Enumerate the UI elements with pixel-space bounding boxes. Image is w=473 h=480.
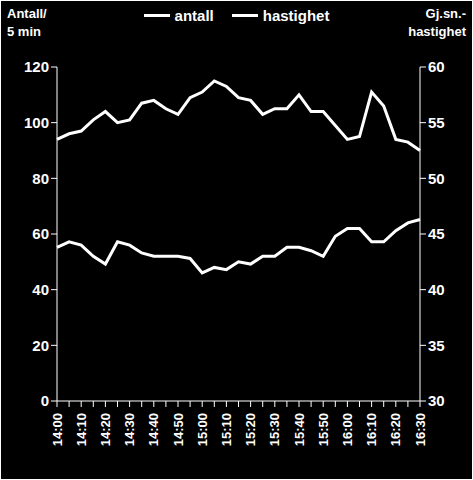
svg-text:20: 20: [32, 337, 49, 354]
svg-text:80: 80: [32, 170, 49, 187]
svg-text:30: 30: [428, 392, 445, 409]
svg-text:15:50: 15:50: [316, 413, 331, 446]
svg-text:14:40: 14:40: [146, 413, 161, 446]
html-text:Gj.sn.- hastighet: Gj.sn.- hastighet: [408, 6, 466, 39]
svg-text:15:30: 15:30: [267, 413, 282, 446]
svg-text:35: 35: [428, 337, 445, 354]
svg-text:16:00: 16:00: [340, 413, 355, 446]
html-text:antall: antall: [174, 7, 214, 24]
svg-text:100: 100: [24, 114, 49, 131]
svg-text:14:10: 14:10: [74, 413, 89, 446]
svg-text:14:00: 14:00: [50, 413, 65, 446]
svg-text:14:30: 14:30: [122, 413, 137, 446]
svg-text:15:10: 15:10: [219, 413, 234, 446]
html-text:hastighet: hastighet: [262, 7, 330, 24]
svg-text:14:20: 14:20: [98, 413, 113, 446]
svg-text:60: 60: [428, 58, 445, 75]
svg-text:60: 60: [32, 225, 49, 242]
svg-text:16:20: 16:20: [388, 413, 403, 446]
svg-text:15:40: 15:40: [292, 413, 307, 446]
svg-text:0: 0: [41, 392, 49, 409]
svg-text:15:20: 15:20: [243, 413, 258, 446]
svg-text:16:30: 16:30: [413, 413, 428, 446]
svg-text:50: 50: [428, 170, 445, 187]
svg-text:120: 120: [24, 58, 49, 75]
svg-text:14:50: 14:50: [171, 413, 186, 446]
svg-text:40: 40: [428, 281, 445, 298]
svg-text:40: 40: [32, 281, 49, 298]
html-text:Antall/ 5 min: Antall/ 5 min: [7, 6, 47, 39]
svg-text:15:00: 15:00: [195, 413, 210, 446]
svg-text:55: 55: [428, 114, 445, 131]
svg-text:16:10: 16:10: [364, 413, 379, 446]
svg-text:45: 45: [428, 225, 445, 242]
